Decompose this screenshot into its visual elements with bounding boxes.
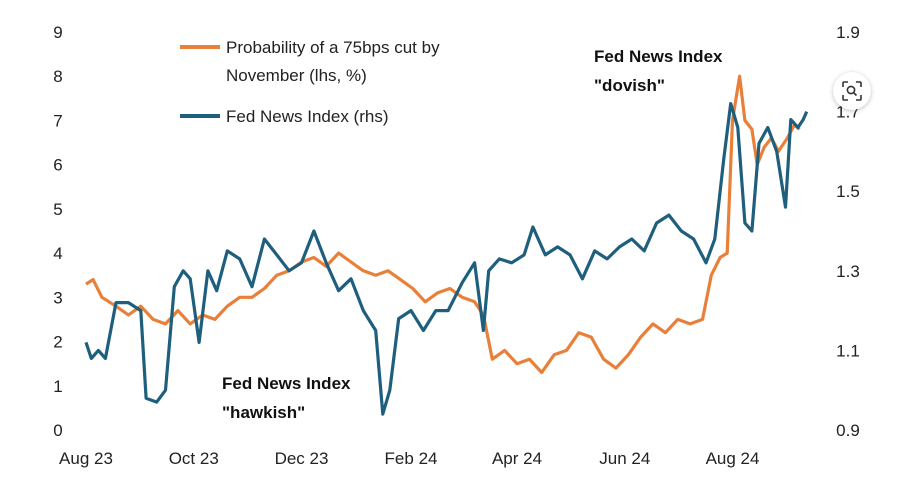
annotation-dovish-line2: "dovish"	[594, 76, 665, 95]
annotation-hawkish: Fed News Index "hawkish"	[222, 374, 351, 422]
x-tick-label: Dec 23	[275, 449, 329, 468]
annotation-hawkish-line1: Fed News Index	[222, 374, 351, 393]
x-tick-label: Aug 23	[59, 449, 113, 468]
legend-label-probability-line2: November (lhs, %)	[226, 66, 367, 85]
right-tick-label: 1.3	[836, 262, 860, 281]
right-axis: 0.91.11.31.51.71.9	[836, 23, 860, 440]
right-tick-label: 1.1	[836, 341, 860, 360]
lens-search-button[interactable]	[833, 72, 871, 110]
left-tick-label: 5	[53, 200, 62, 219]
lens-search-icon	[842, 81, 862, 101]
x-tick-label: Jun 24	[599, 449, 650, 468]
left-tick-label: 3	[53, 288, 62, 307]
right-tick-label: 1.9	[836, 23, 860, 42]
left-tick-label: 6	[53, 156, 62, 175]
right-tick-label: 0.9	[836, 421, 860, 440]
left-tick-label: 8	[53, 67, 62, 86]
left-tick-label: 7	[53, 111, 62, 130]
legend: Probability of a 75bps cut by November (…	[180, 38, 440, 126]
x-tick-label: Apr 24	[492, 449, 542, 468]
legend-label-probability-line1: Probability of a 75bps cut by	[226, 38, 440, 57]
left-tick-label: 2	[53, 333, 62, 352]
left-tick-label: 4	[53, 244, 62, 263]
left-tick-label: 1	[53, 377, 62, 396]
left-tick-label: 0	[53, 421, 62, 440]
series-line-probability	[85, 74, 801, 375]
x-tick-label: Oct 23	[169, 449, 219, 468]
annotation-hawkish-line2: "hawkish"	[222, 403, 305, 422]
series-line-fed-news-index	[84, 102, 809, 416]
left-axis: 0 1 2 3 4 5 6 7 8 9	[53, 23, 62, 440]
annotation-dovish-line1: Fed News Index	[594, 47, 723, 66]
right-tick-label: 1.5	[836, 182, 860, 201]
left-tick-label: 9	[53, 23, 62, 42]
x-tick-label: Feb 24	[385, 449, 438, 468]
x-tick-label: Aug 24	[706, 449, 760, 468]
legend-label-fed-news-index: Fed News Index (rhs)	[226, 107, 389, 126]
x-axis: Aug 23 Oct 23 Dec 23 Feb 24 Apr 24 Jun 24 Aug …	[59, 449, 759, 468]
annotation-dovish: Fed News Index "dovish"	[594, 47, 723, 95]
